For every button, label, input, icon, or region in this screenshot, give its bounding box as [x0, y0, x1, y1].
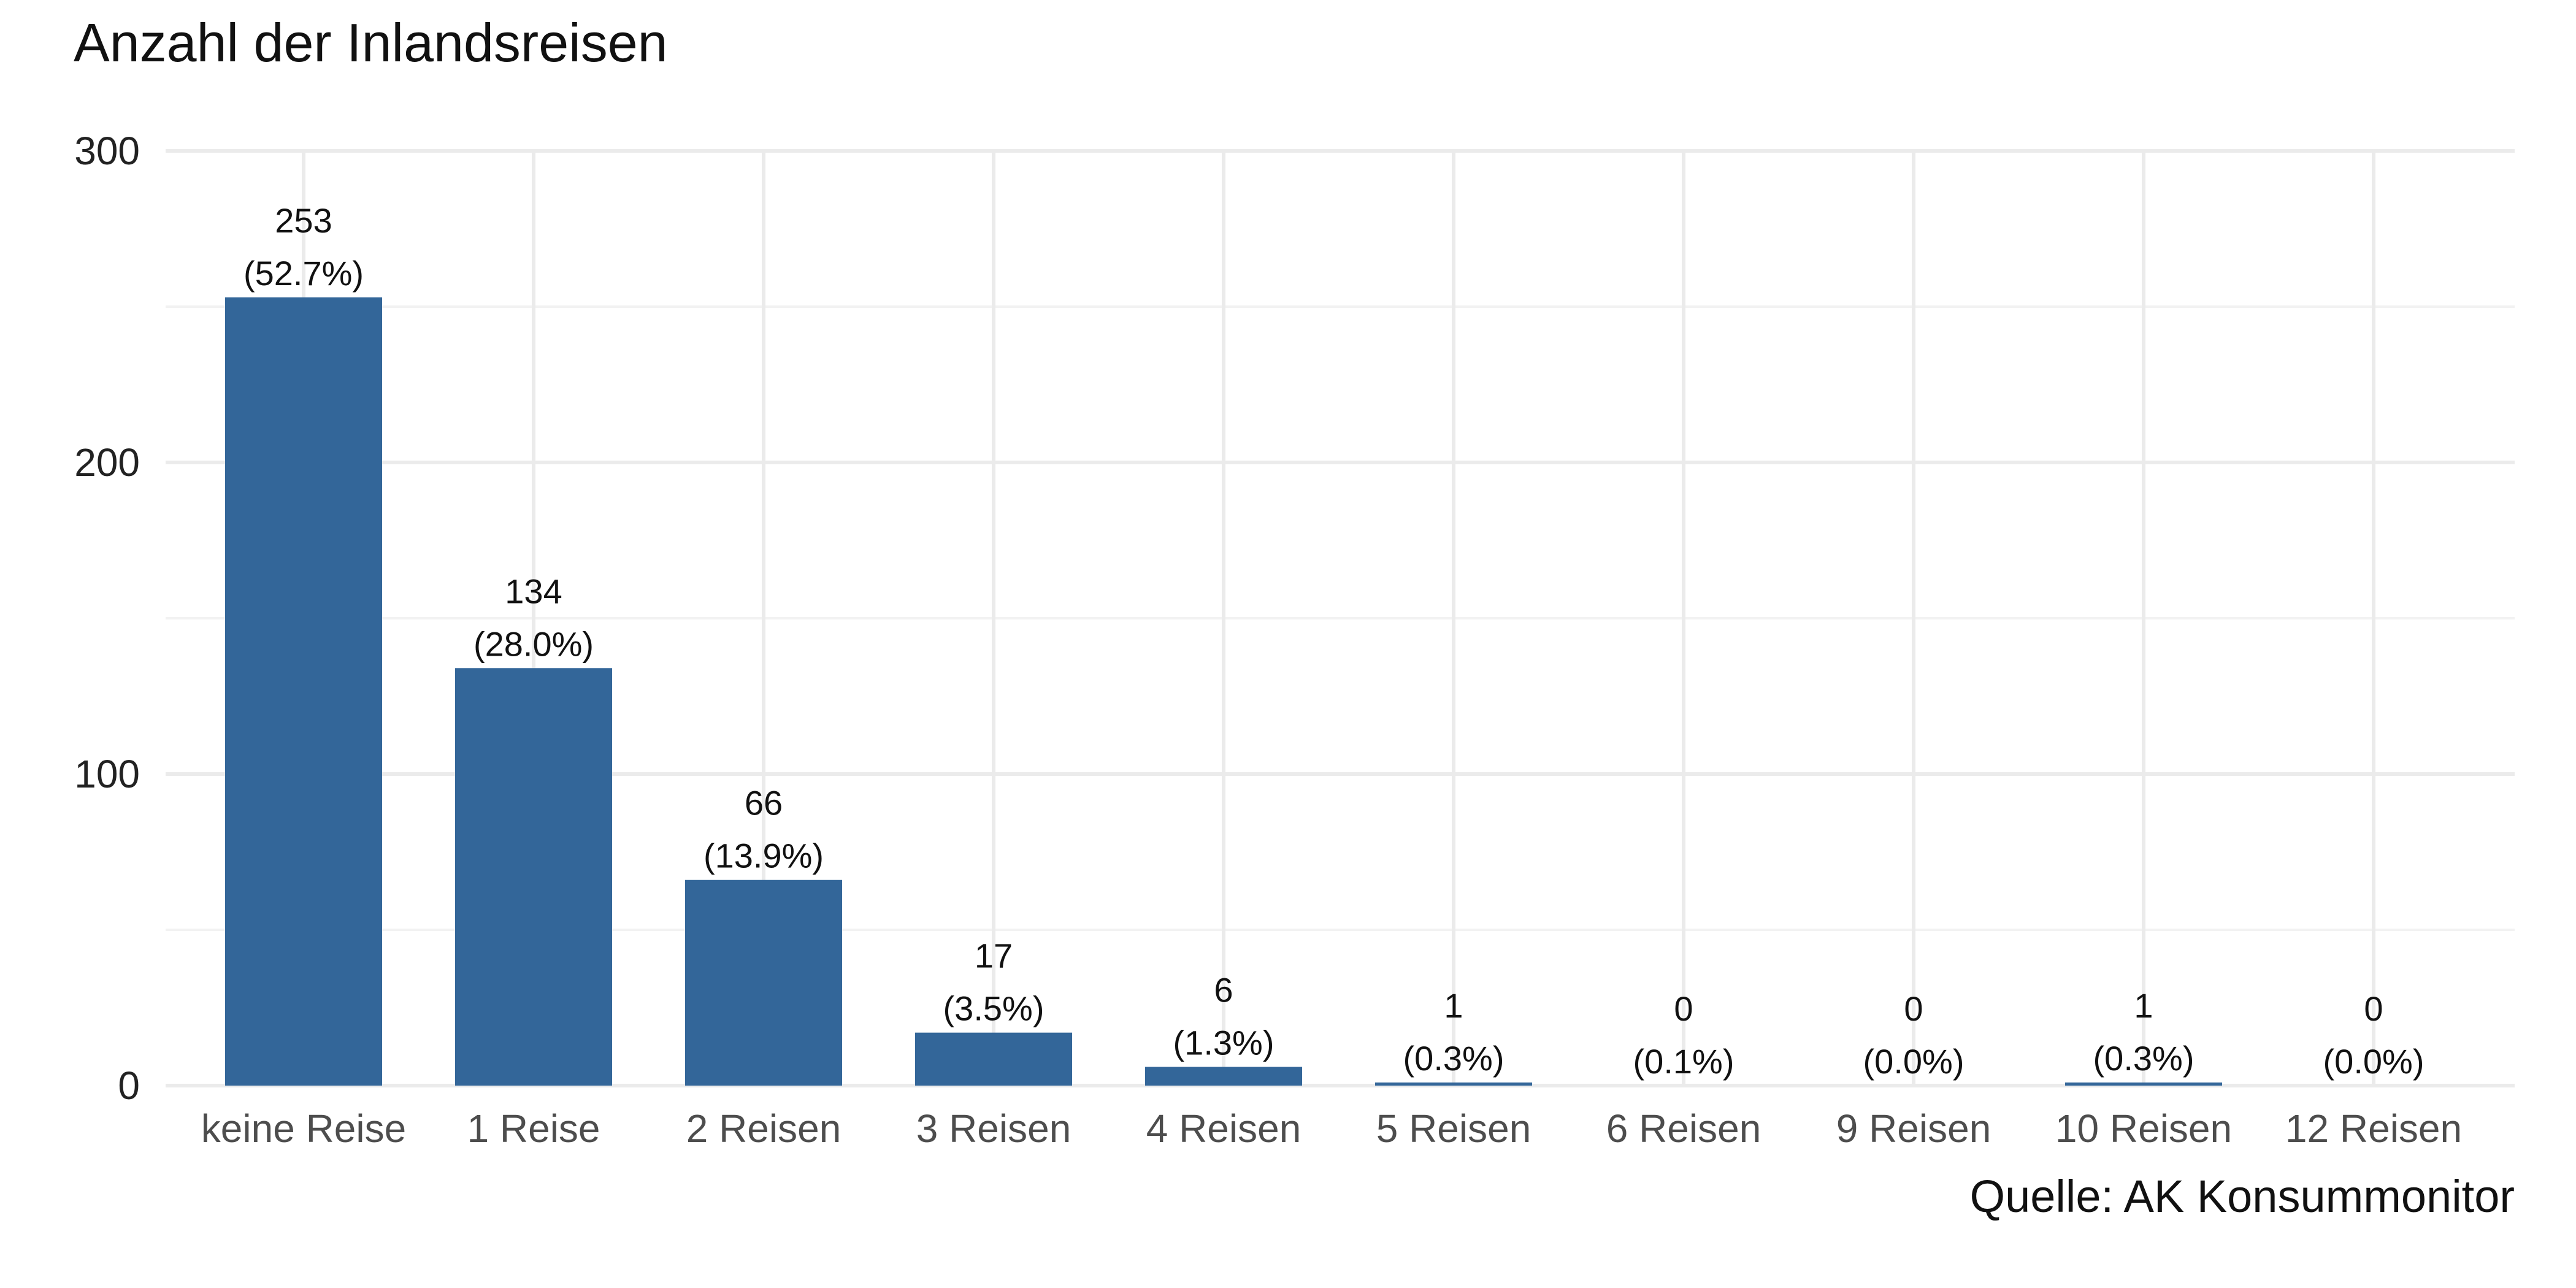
bar: [225, 297, 382, 1086]
x-tick-label: 6 Reisen: [1606, 1106, 1761, 1151]
data-label-percent: (0.0%): [2323, 1042, 2425, 1081]
grid: [166, 149, 2515, 1087]
bar: [2065, 1082, 2222, 1086]
y-tick-label: 100: [74, 752, 140, 796]
data-label-count: 1: [2134, 986, 2153, 1025]
x-tick-label: keine Reise: [201, 1106, 406, 1151]
x-tick-label: 12 Reisen: [2285, 1106, 2462, 1151]
y-tick-label: 300: [74, 129, 140, 173]
x-tick-label: 1 Reise: [467, 1106, 600, 1151]
data-label-percent: (52.7%): [243, 254, 364, 293]
x-tick-label: 10 Reisen: [2055, 1106, 2232, 1151]
y-tick-label: 200: [74, 440, 140, 485]
x-tick-label: 3 Reisen: [916, 1106, 1071, 1151]
data-label-percent: (0.3%): [1403, 1039, 1505, 1078]
data-labels: (52.7%) 253 (28.0%) 134 (13.9%) 66 (3.5%) 17 (1.…: [243, 201, 2425, 1081]
bar: [915, 1032, 1072, 1086]
x-tick-label: 2 Reisen: [686, 1106, 841, 1151]
x-tick-label: 9 Reisen: [1836, 1106, 1991, 1151]
data-label-count: 0: [1674, 989, 1693, 1028]
chart-caption: Quelle: AK Konsummonitor: [1970, 1171, 2515, 1222]
y-axis-ticks: 0 100 200 300: [74, 129, 140, 1108]
data-label-percent: (0.3%): [2093, 1039, 2195, 1078]
data-label-percent: (13.9%): [703, 837, 824, 875]
data-label-percent: (1.3%): [1173, 1024, 1275, 1062]
bar: [685, 880, 842, 1086]
data-label-percent: (0.0%): [1863, 1042, 1965, 1081]
data-label-percent: (0.1%): [1633, 1042, 1735, 1081]
x-tick-label: 5 Reisen: [1376, 1106, 1531, 1151]
x-axis-ticks: keine Reise 1 Reise 2 Reisen 3 Reisen 4 Reis…: [201, 1106, 2462, 1151]
data-label-count: 17: [975, 937, 1013, 975]
bars: [225, 297, 2222, 1086]
data-label-count: 253: [275, 201, 332, 240]
chart-title: Anzahl der Inlandsreisen: [74, 12, 668, 73]
data-label-count: 6: [1214, 971, 1233, 1010]
data-label-percent: (28.0%): [473, 624, 594, 663]
bar: [1375, 1082, 1532, 1086]
data-label-count: 1: [1444, 986, 1463, 1025]
data-label-count: 66: [745, 784, 783, 822]
data-label-count: 134: [505, 572, 562, 610]
x-tick-label: 4 Reisen: [1146, 1106, 1301, 1151]
data-label-percent: (3.5%): [943, 989, 1045, 1028]
bar: [455, 668, 612, 1086]
y-tick-label: 0: [118, 1064, 140, 1108]
data-label-count: 0: [1904, 989, 1923, 1028]
bar: [1145, 1067, 1302, 1086]
data-label-count: 0: [2364, 989, 2383, 1028]
